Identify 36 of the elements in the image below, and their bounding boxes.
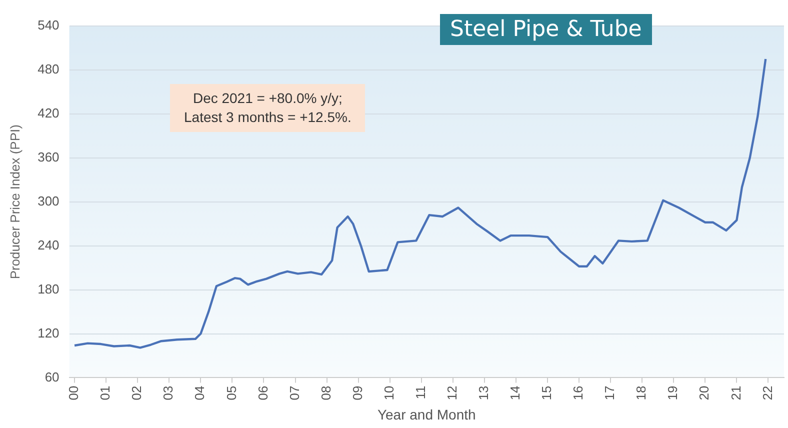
x-tick-label: 12 bbox=[444, 386, 460, 400]
x-tick-label: 06 bbox=[255, 386, 270, 400]
x-tick-label: 15 bbox=[539, 386, 554, 400]
x-tick-label: 16 bbox=[570, 386, 586, 400]
x-tick-label: 08 bbox=[318, 386, 334, 400]
x-tick-label: 13 bbox=[476, 386, 492, 400]
x-tick-label: 00 bbox=[66, 386, 82, 400]
y-tick-label: 540 bbox=[38, 18, 60, 33]
x-tick-label: 18 bbox=[634, 386, 649, 400]
y-axis-title: Producer Price Index (PPI) bbox=[7, 124, 22, 280]
y-tick-label: 360 bbox=[38, 149, 60, 164]
x-tick-label: 02 bbox=[129, 386, 144, 400]
x-tick-label: 19 bbox=[665, 386, 680, 400]
x-tick-label: 03 bbox=[160, 386, 176, 400]
x-tick-label: 22 bbox=[760, 386, 775, 400]
y-tick-label: 180 bbox=[38, 281, 60, 296]
annotation: Dec 2021 = +80.0% y/y; Latest 3 months = +12.5%. bbox=[170, 84, 366, 132]
x-tick-label: 10 bbox=[381, 386, 396, 400]
y-tick-label: 420 bbox=[38, 106, 60, 121]
x-tick-label: 20 bbox=[696, 386, 712, 400]
y-tick-label: 480 bbox=[38, 62, 60, 77]
chart-title: Steel Pipe & Tube bbox=[440, 14, 652, 45]
x-tick-label: 09 bbox=[350, 386, 365, 400]
x-tick-label: 04 bbox=[192, 386, 208, 400]
x-tick-label: 11 bbox=[412, 386, 428, 400]
y-tick-label: 240 bbox=[38, 237, 60, 252]
x-axis-title: Year and Month bbox=[377, 406, 476, 422]
x-tick-label: 21 bbox=[728, 386, 744, 400]
x-tick-label: 17 bbox=[602, 386, 618, 400]
y-tick-label: 60 bbox=[44, 369, 60, 384]
x-tick-label: 01 bbox=[98, 386, 113, 400]
y-tick-label: 120 bbox=[38, 325, 60, 340]
x-tick-label: 07 bbox=[286, 386, 302, 400]
x-tick-label: 14 bbox=[508, 386, 523, 400]
x-tick-label: 05 bbox=[224, 386, 239, 400]
y-tick-label: 300 bbox=[38, 193, 60, 208]
